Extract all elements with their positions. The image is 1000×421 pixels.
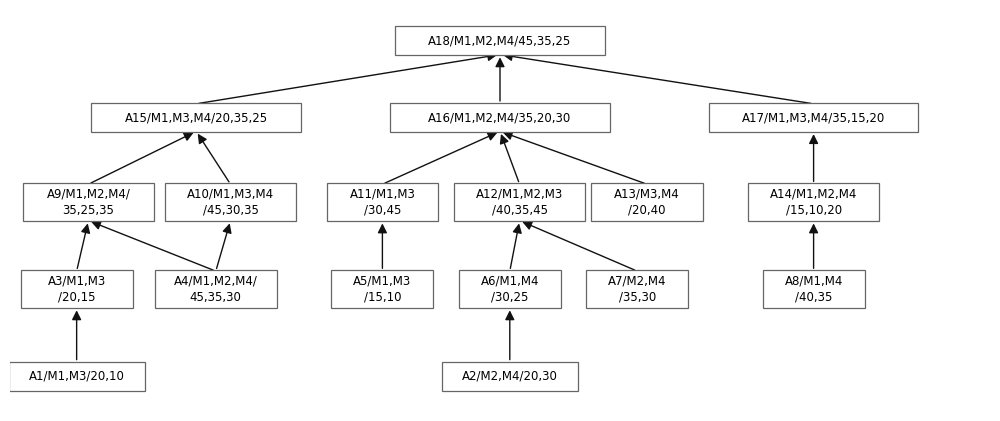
Text: A16/M1,M2,M4/35,20,30: A16/M1,M2,M4/35,20,30 xyxy=(428,111,572,124)
FancyBboxPatch shape xyxy=(327,184,438,221)
FancyBboxPatch shape xyxy=(459,270,561,308)
Text: A17/M1,M3,M4/35,15,20: A17/M1,M3,M4/35,15,20 xyxy=(742,111,885,124)
FancyBboxPatch shape xyxy=(21,270,132,308)
Text: A8/M1,M4
/40,35: A8/M1,M4 /40,35 xyxy=(784,275,843,304)
FancyBboxPatch shape xyxy=(442,362,578,391)
Text: A11/M1,M3
/30,45: A11/M1,M3 /30,45 xyxy=(349,188,415,217)
FancyBboxPatch shape xyxy=(591,184,703,221)
Text: A9/M1,M2,M4/
35,25,35: A9/M1,M2,M4/ 35,25,35 xyxy=(46,188,130,217)
Text: A5/M1,M3
/15,10: A5/M1,M3 /15,10 xyxy=(353,275,412,304)
FancyBboxPatch shape xyxy=(331,270,433,308)
FancyBboxPatch shape xyxy=(9,362,145,391)
Text: A7/M2,M4
/35,30: A7/M2,M4 /35,30 xyxy=(608,275,666,304)
Text: A18/M1,M2,M4/45,35,25: A18/M1,M2,M4/45,35,25 xyxy=(428,34,572,47)
FancyBboxPatch shape xyxy=(395,26,605,55)
FancyBboxPatch shape xyxy=(748,184,879,221)
FancyBboxPatch shape xyxy=(91,103,301,132)
FancyBboxPatch shape xyxy=(709,103,918,132)
Text: A6/M1,M4
/30,25: A6/M1,M4 /30,25 xyxy=(481,275,539,304)
FancyBboxPatch shape xyxy=(454,184,585,221)
Text: A10/M1,M3,M4
/45,30,35: A10/M1,M3,M4 /45,30,35 xyxy=(187,188,274,217)
Text: A4/M1,M2,M4/
45,35,30: A4/M1,M2,M4/ 45,35,30 xyxy=(174,275,258,304)
FancyBboxPatch shape xyxy=(390,103,610,132)
Text: A12/M1,M2,M3
/40,35,45: A12/M1,M2,M3 /40,35,45 xyxy=(476,188,563,217)
Text: A1/M1,M3/20,10: A1/M1,M3/20,10 xyxy=(29,370,125,383)
FancyBboxPatch shape xyxy=(23,184,154,221)
FancyBboxPatch shape xyxy=(155,270,277,308)
FancyBboxPatch shape xyxy=(586,270,688,308)
FancyBboxPatch shape xyxy=(165,184,296,221)
Text: A2/M2,M4/20,30: A2/M2,M4/20,30 xyxy=(462,370,558,383)
FancyBboxPatch shape xyxy=(763,270,865,308)
Text: A3/M1,M3
/20,15: A3/M1,M3 /20,15 xyxy=(48,275,106,304)
Text: A14/M1,M2,M4
/15,10,20: A14/M1,M2,M4 /15,10,20 xyxy=(770,188,857,217)
Text: A13/M3,M4
/20,40: A13/M3,M4 /20,40 xyxy=(614,188,680,217)
Text: A15/M1,M3,M4/20,35,25: A15/M1,M3,M4/20,35,25 xyxy=(125,111,268,124)
